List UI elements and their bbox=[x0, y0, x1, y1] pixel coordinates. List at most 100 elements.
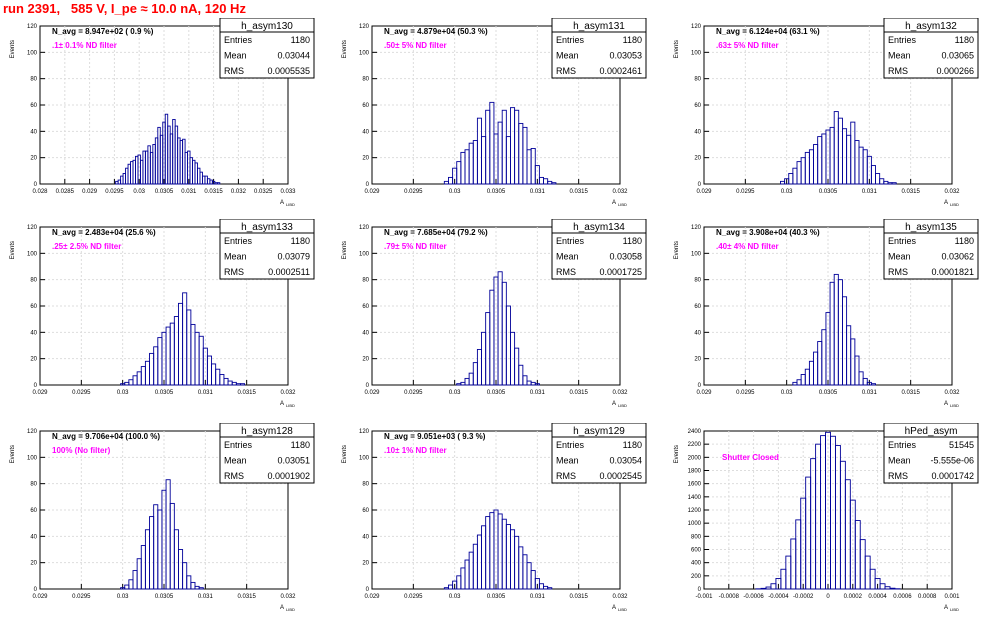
y-axis-title: Events bbox=[674, 40, 680, 58]
y-tick-label: 20 bbox=[362, 561, 369, 567]
stats-box bbox=[883, 18, 979, 79]
x-tick-label: 0.032 bbox=[612, 594, 628, 600]
x-tick-label: 0.031 bbox=[530, 189, 546, 195]
y-tick-label: 100 bbox=[359, 251, 370, 257]
y-tick-label: 100 bbox=[27, 455, 38, 461]
histogram-pad-2: 0.029 0.0295 0.03 0.0305 0.031 0.0315 0.032 0 20… bbox=[342, 18, 647, 207]
stats-label: Mean bbox=[224, 51, 247, 61]
n-avg-header: N_avg = 4.879e+04 (50.3 %) bbox=[384, 27, 488, 36]
stats-value: 1180 bbox=[623, 440, 642, 450]
y-tick-label: 100 bbox=[691, 50, 702, 56]
y-axis-title: Events bbox=[674, 241, 680, 259]
x-tick-label: 0.0008 bbox=[918, 594, 937, 600]
histogram-pad-8: 0.029 0.0295 0.03 0.0305 0.031 0.0315 0.032 0 20… bbox=[342, 423, 647, 612]
y-axis-title: Events bbox=[342, 40, 348, 58]
y-tick-label: 1200 bbox=[688, 508, 702, 514]
y-tick-label: 120 bbox=[27, 225, 38, 231]
x-tick-label: 0.029 bbox=[696, 390, 712, 396]
x-axis-title: A bbox=[944, 200, 948, 206]
y-tick-label: 40 bbox=[362, 330, 369, 336]
stats-value: 1180 bbox=[955, 35, 974, 45]
stats-label: Entries bbox=[888, 440, 917, 450]
x-axis-subscript: LIBD bbox=[286, 202, 295, 207]
x-axis-title: A bbox=[280, 200, 284, 206]
x-tick-label: 0.0295 bbox=[404, 390, 423, 396]
x-tick-label: -0.001 bbox=[695, 594, 713, 600]
x-tick-label: 0.032 bbox=[944, 189, 960, 195]
stats-value: 1180 bbox=[291, 440, 310, 450]
stats-title: h_asym135 bbox=[905, 222, 957, 233]
x-tick-label: 0.029 bbox=[364, 189, 380, 195]
x-tick-label: 0.0295 bbox=[736, 390, 755, 396]
x-tick-label: 0.029 bbox=[696, 189, 712, 195]
y-tick-label: 20 bbox=[362, 156, 369, 162]
n-avg-header: N_avg = 9.051e+03 ( 9.3 %) bbox=[384, 432, 486, 441]
stats-value: 1180 bbox=[291, 236, 310, 246]
x-tick-label: 0.031 bbox=[181, 189, 197, 195]
x-axis-subscript: LIBD bbox=[618, 403, 627, 408]
y-tick-label: 100 bbox=[691, 251, 702, 257]
stats-value: 0.03079 bbox=[277, 252, 310, 262]
x-axis-title: A bbox=[280, 605, 284, 611]
stats-value: 0.0001902 bbox=[267, 471, 310, 481]
filter-label: 100% (No filter) bbox=[52, 446, 111, 455]
y-tick-label: 1800 bbox=[688, 469, 702, 475]
stats-box bbox=[551, 423, 647, 484]
y-tick-label: 1600 bbox=[688, 482, 702, 488]
x-tick-label: 0.0305 bbox=[155, 390, 174, 396]
x-axis-title: A bbox=[612, 605, 616, 611]
y-tick-label: 80 bbox=[30, 482, 37, 488]
x-tick-label: 0.0315 bbox=[569, 390, 588, 396]
x-tick-label: 0.0315 bbox=[237, 594, 256, 600]
x-tick-label: 0.032 bbox=[280, 390, 296, 396]
stats-value: 0.03062 bbox=[941, 252, 974, 262]
n-avg-header: N_avg = 9.706e+04 (100.0 %) bbox=[52, 432, 160, 441]
x-tick-label: 0.0305 bbox=[155, 594, 174, 600]
y-tick-label: 100 bbox=[359, 50, 370, 56]
stats-label: Mean bbox=[556, 51, 579, 61]
y-tick-label: 2200 bbox=[688, 442, 702, 448]
x-tick-label: 0.031 bbox=[198, 594, 214, 600]
stats-title: h_asym130 bbox=[241, 21, 293, 32]
x-axis-subscript: LIBD bbox=[950, 403, 959, 408]
stats-value: 0.0001725 bbox=[599, 267, 642, 277]
y-axis-title: Events bbox=[674, 445, 680, 463]
y-tick-label: 120 bbox=[691, 225, 702, 231]
stats-label: RMS bbox=[224, 267, 244, 277]
stats-label: Entries bbox=[556, 35, 585, 45]
stats-value: 1180 bbox=[623, 236, 642, 246]
y-tick-label: 0 bbox=[698, 587, 702, 593]
x-tick-label: 0.0305 bbox=[487, 594, 506, 600]
x-axis-title: A bbox=[944, 401, 948, 407]
x-tick-label: 0.033 bbox=[280, 189, 296, 195]
x-tick-label: 0.0325 bbox=[254, 189, 273, 195]
y-tick-label: 20 bbox=[30, 561, 37, 567]
histogram-bin bbox=[522, 375, 528, 386]
x-tick-label: 0.03 bbox=[449, 594, 461, 600]
histogram-pad-5: 0.029 0.0295 0.03 0.0305 0.031 0.0315 0.032 0 20… bbox=[342, 219, 647, 408]
y-axis-title: Events bbox=[10, 241, 16, 259]
stats-value: 1180 bbox=[623, 35, 642, 45]
x-tick-label: 0.0305 bbox=[819, 390, 838, 396]
x-tick-label: 0.0295 bbox=[404, 594, 423, 600]
filter-label: .10± 1% ND filter bbox=[384, 446, 447, 455]
x-tick-label: 0.03 bbox=[117, 390, 129, 396]
y-tick-label: 40 bbox=[30, 129, 37, 135]
x-axis-subscript: LIBD bbox=[618, 607, 627, 612]
n-avg-header: N_avg = 6.124e+04 (63.1 %) bbox=[716, 27, 820, 36]
filter-label: Shutter Closed bbox=[722, 453, 779, 462]
stats-label: Entries bbox=[224, 236, 253, 246]
x-tick-label: 0 bbox=[826, 594, 830, 600]
x-tick-label: 0.0315 bbox=[569, 189, 588, 195]
y-tick-label: 20 bbox=[30, 357, 37, 363]
x-axis-title: A bbox=[612, 200, 616, 206]
x-tick-label: 0.0295 bbox=[736, 189, 755, 195]
y-tick-label: 800 bbox=[691, 534, 702, 540]
stats-value: 0.0001742 bbox=[931, 471, 974, 481]
y-tick-label: 2000 bbox=[688, 455, 702, 461]
x-tick-label: 0.0305 bbox=[155, 189, 174, 195]
histogram-bin bbox=[547, 587, 553, 590]
y-tick-label: 1400 bbox=[688, 495, 702, 501]
stats-label: RMS bbox=[888, 66, 908, 76]
x-tick-label: 0.0002 bbox=[844, 594, 863, 600]
